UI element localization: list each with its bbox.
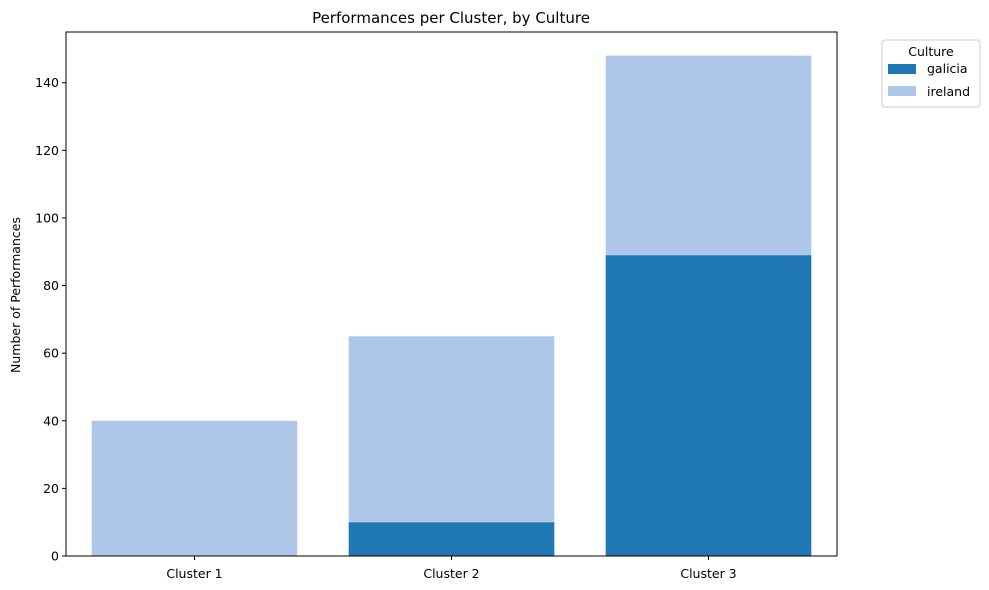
y-tick-label: 60	[43, 346, 59, 361]
legend-swatch-galicia	[888, 64, 916, 74]
chart-title: Performances per Cluster, by Culture	[312, 9, 590, 27]
y-tick-label: 140	[35, 75, 59, 90]
y-tick-label: 120	[35, 143, 59, 158]
bars-group	[91, 55, 812, 556]
y-tick-label: 0	[51, 549, 59, 564]
bar-ireland-cluster-1	[91, 420, 298, 556]
y-tick-label: 20	[43, 481, 59, 496]
legend-label-ireland: ireland	[927, 84, 970, 99]
y-tick-label: 40	[43, 413, 59, 428]
y-axis-label: Number of Performances	[8, 217, 23, 373]
x-tick-label: Cluster 2	[423, 566, 479, 581]
legend: Culture galicia ireland	[881, 39, 981, 108]
x-axis: Cluster 1 Cluster 2 Cluster 3	[166, 556, 737, 581]
legend-title: Culture	[908, 44, 954, 59]
bar-galicia-cluster-2	[348, 522, 555, 556]
x-tick-label: Cluster 3	[680, 566, 736, 581]
y-axis: 0 20 40 60 80 100 120 140	[35, 75, 66, 564]
bar-ireland-cluster-2	[348, 336, 555, 523]
x-tick-label: Cluster 1	[166, 566, 222, 581]
legend-label-galicia: galicia	[927, 61, 968, 76]
plot-frame	[65, 31, 838, 557]
legend-swatch-ireland	[888, 86, 916, 96]
y-tick-label: 80	[43, 278, 59, 293]
y-tick-label: 100	[35, 210, 59, 225]
bar-ireland-cluster-3	[605, 55, 812, 256]
bar-galicia-cluster-3	[605, 255, 812, 556]
